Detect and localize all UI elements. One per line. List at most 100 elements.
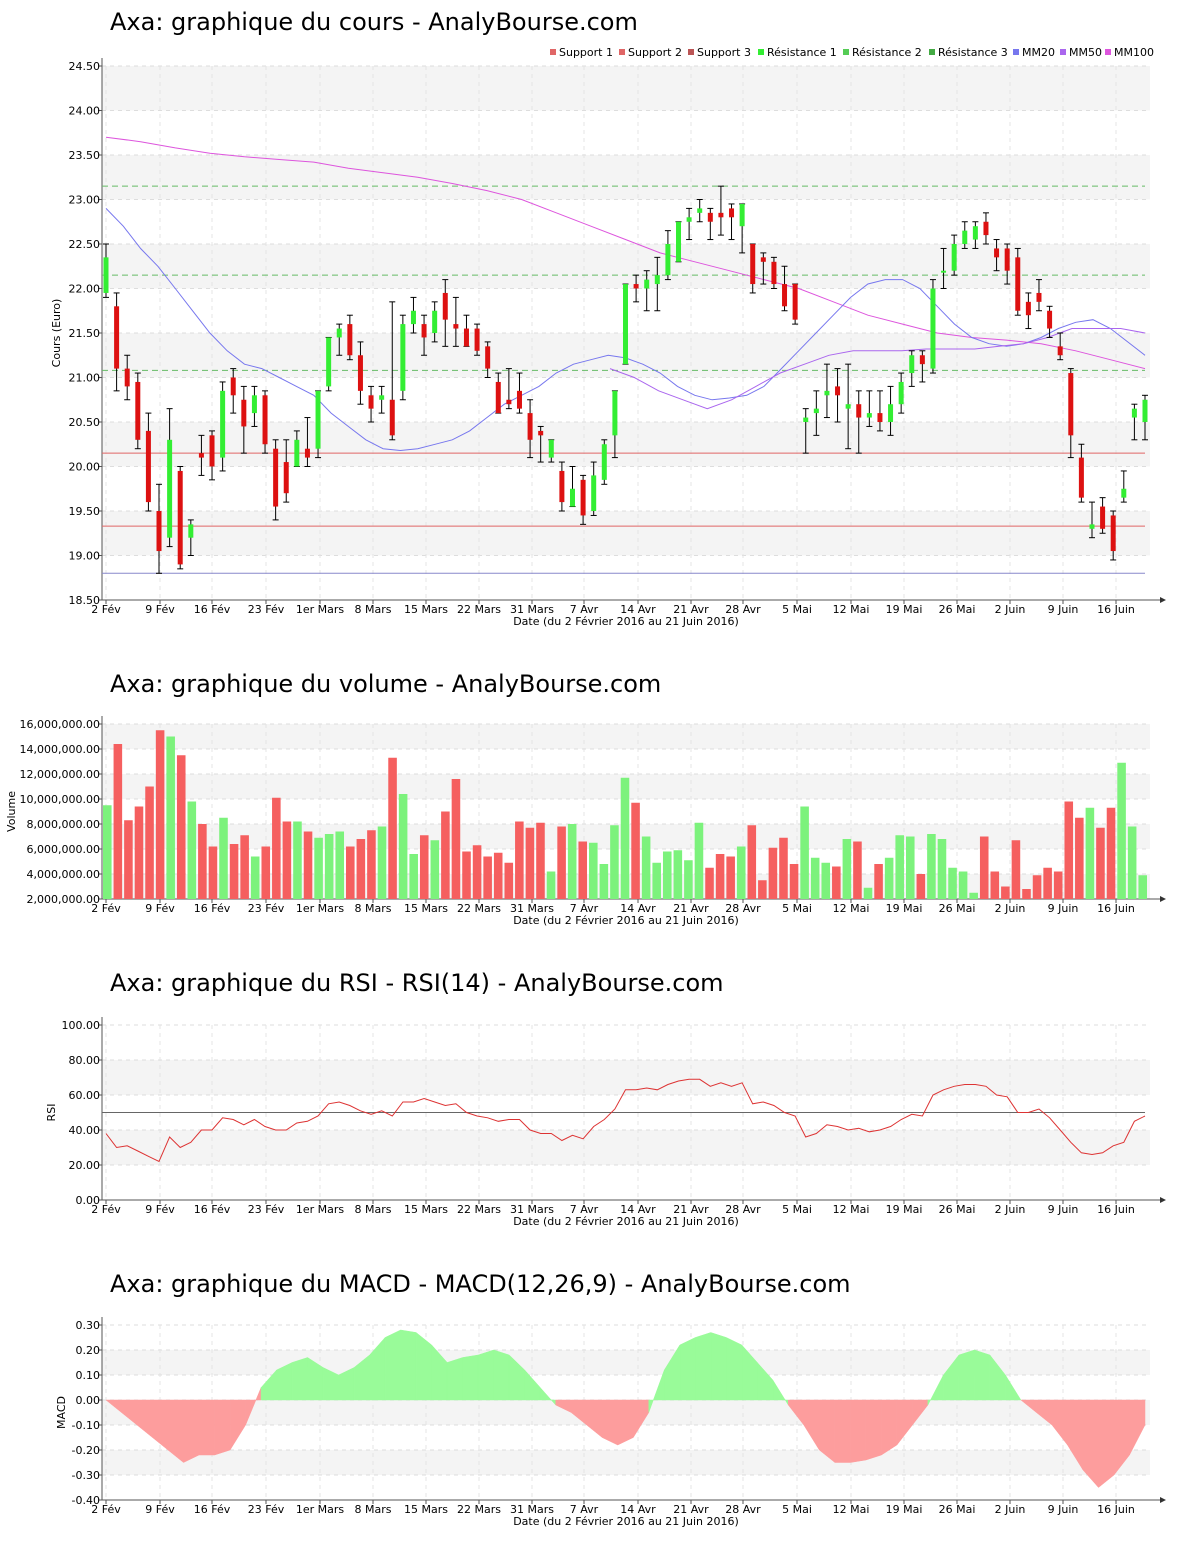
volume-bar (303, 831, 313, 899)
candle-body (919, 355, 925, 365)
candle-body (866, 413, 872, 418)
rsi-xtick-label: 9 Fév (145, 1203, 175, 1216)
price-xtick-label: 1er Mars (296, 603, 345, 616)
macd-ytick-label: -0.20 (72, 1444, 100, 1457)
candle-body (803, 417, 809, 422)
candle-body (114, 306, 120, 369)
macd-xtick-label: 9 Fév (145, 1503, 175, 1516)
macd-area-segment (415, 1331, 432, 1401)
candle-body (516, 390, 522, 409)
candle-body (294, 439, 300, 467)
volume-xtick-label: 8 Mars (355, 902, 392, 915)
volume-bar (388, 757, 397, 899)
macd-area-segment (493, 1349, 510, 1401)
volume-bar (250, 856, 260, 899)
candle-body (495, 381, 501, 414)
volume-xtick-label: 26 Mai (939, 902, 976, 915)
volume-bar (134, 806, 144, 899)
volume-bar (1117, 762, 1126, 899)
rsi-xtick-label: 9 Juin (1048, 1203, 1079, 1216)
volume-xtick-label: 5 Mai (782, 902, 812, 915)
candle-body (612, 390, 618, 436)
volume-bar (1032, 875, 1042, 899)
price-ytick-label: 20.50 (69, 416, 101, 429)
volume-bar (990, 871, 1000, 899)
macd-ytick-label: 0.10 (76, 1369, 101, 1382)
volume-bar (1138, 875, 1147, 899)
price-ytick-label: 19.50 (69, 505, 101, 518)
price-xtick-label: 5 Mai (782, 603, 812, 616)
volume-bar (694, 822, 704, 899)
legend-swatch (929, 49, 935, 55)
volume-xtick-label: 16 Juin (1097, 902, 1135, 915)
volume-bar (483, 856, 492, 899)
candle-body (220, 390, 226, 458)
volume-bar (166, 736, 175, 899)
volume-x-arrow (1160, 896, 1166, 902)
candle-body (432, 310, 438, 333)
volume-bar (409, 854, 418, 899)
price-ytick-label: 20.00 (69, 461, 101, 474)
volume-ytick-label: 14,000,000.00 (20, 743, 100, 756)
rsi-band (102, 1130, 1150, 1165)
volume-bar (779, 837, 788, 899)
price-ytick-label: 21.00 (69, 372, 101, 385)
candle-body (1068, 373, 1074, 436)
volume-ytick-label: 16,000,000.00 (20, 718, 100, 731)
candle-body (888, 404, 894, 422)
rsi-xtick-label: 23 Fév (248, 1203, 285, 1216)
price-xtick-label: 22 Mars (457, 603, 501, 616)
macd-ytick-label: -0.40 (72, 1494, 100, 1507)
legend-label: Support 2 (628, 46, 682, 59)
price-xtick-label: 21 Avr (673, 603, 709, 616)
macd-ytick-label: -0.30 (72, 1469, 100, 1482)
legend-label: Support 3 (697, 46, 751, 59)
price-xtick-label: 9 Juin (1048, 603, 1079, 616)
candle-body (962, 230, 968, 244)
volume-bar (293, 821, 302, 899)
macd-xtick-label: 7 Avr (570, 1503, 599, 1516)
rsi-xtick-label: 5 Mai (782, 1203, 812, 1216)
candle-body (548, 439, 554, 458)
volume-bar (240, 835, 249, 899)
volume-bar (842, 839, 852, 899)
volume-bar (810, 857, 820, 899)
volume-bar (155, 730, 165, 899)
candle-body (739, 203, 745, 227)
rsi-xtick-label: 2 Juin (995, 1203, 1026, 1216)
volume-bar (1043, 867, 1052, 899)
rsi-ytick-label: 20.00 (69, 1159, 101, 1172)
macd-xtick-label: 1er Mars (296, 1503, 345, 1516)
legend-label: MM20 (1022, 46, 1055, 59)
rsi-x-arrow (1160, 1197, 1166, 1203)
candle-body (1089, 524, 1095, 529)
rsi-chart-title: Axa: graphique du RSI - RSI(14) - AnalyB… (110, 969, 724, 997)
rsi-xtick-label: 28 Avr (725, 1203, 761, 1216)
price-xtick-label: 16 Fév (194, 603, 231, 616)
rsi-line (105, 1078, 1146, 1163)
volume-xtick-label: 28 Avr (725, 902, 761, 915)
macd-band (102, 1450, 1150, 1475)
price-xtick-label: 12 Mai (833, 603, 870, 616)
candle-body (898, 381, 904, 405)
volume-xtick-label: 9 Juin (1048, 902, 1079, 915)
candle-body (994, 248, 1000, 258)
volume-bar (958, 871, 968, 899)
volume-xtick-label: 1er Mars (296, 902, 345, 915)
candle-body (368, 395, 374, 409)
candle-body (1004, 248, 1010, 271)
candle-body (230, 377, 236, 396)
volume-bar (736, 846, 746, 899)
candle-body (697, 208, 703, 213)
macd-ytick-label: 0.30 (76, 1319, 101, 1332)
volume-bar (430, 840, 440, 899)
macd-xtick-label: 14 Avr (620, 1503, 656, 1516)
candle-body (623, 284, 628, 365)
candle-body (336, 328, 342, 338)
macd-area-segment (834, 1399, 851, 1463)
volume-bar (145, 786, 154, 899)
price-xtick-label: 23 Fév (248, 603, 285, 616)
rsi-xtick-label: 16 Fév (194, 1203, 231, 1216)
candle-body (951, 244, 957, 271)
price-xtick-label: 15 Mars (404, 603, 448, 616)
